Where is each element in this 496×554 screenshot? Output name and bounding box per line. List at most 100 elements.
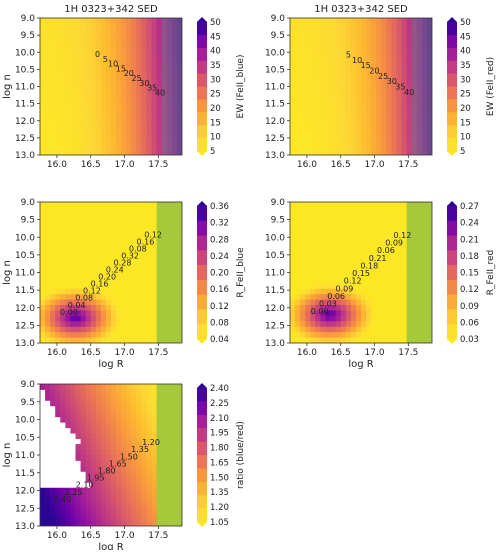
heatmap-cell <box>156 223 163 230</box>
heatmap-cell <box>40 520 46 526</box>
heatmap-cell <box>315 207 321 214</box>
heatmap-cell <box>50 250 56 257</box>
heatmap-cell <box>136 112 142 119</box>
heatmap-cell <box>70 504 76 511</box>
heatmap-cell <box>330 315 337 322</box>
heatmap-cell <box>421 91 428 98</box>
heatmap-cell <box>381 102 387 108</box>
colorbar-tick-label: 1.50 <box>210 473 229 483</box>
heatmap-cell <box>65 277 71 284</box>
heatmap-cell <box>300 283 306 290</box>
heatmap-cell <box>116 261 122 268</box>
heatmap-cell <box>60 337 66 343</box>
heatmap-cell <box>366 267 372 273</box>
heatmap-cell <box>166 49 173 56</box>
heatmap-cell <box>411 75 418 82</box>
heatmap-cell <box>136 234 142 241</box>
heatmap-cell <box>131 433 137 440</box>
heatmap-cell <box>131 70 137 77</box>
heatmap-cell <box>100 123 107 130</box>
heatmap-cell <box>50 515 56 521</box>
heatmap-cell <box>366 44 372 51</box>
heatmap-cell <box>391 218 397 225</box>
heatmap-cell <box>391 112 397 119</box>
heatmap-cell <box>411 18 418 24</box>
heatmap-cell <box>85 133 92 140</box>
heatmap-cell <box>171 107 178 114</box>
heatmap-cell <box>141 465 147 472</box>
heatmap-cell <box>350 44 357 51</box>
heatmap-cell <box>121 223 127 230</box>
heatmap-cell <box>126 54 132 61</box>
heatmap-cell <box>421 229 428 235</box>
heatmap-cell <box>295 133 301 140</box>
heatmap-cell <box>111 427 117 434</box>
colorbar: 0.030.060.090.120.150.180.210.240.27R_Fe… <box>447 201 496 345</box>
heatmap-cell <box>401 315 408 322</box>
heatmap-cell <box>136 321 142 328</box>
heatmap-cell <box>111 234 117 241</box>
heatmap-cell <box>116 44 122 51</box>
heatmap-cell <box>111 493 117 500</box>
heatmap-cell <box>146 455 152 461</box>
heatmap-cell <box>55 321 61 328</box>
heatmap-cell <box>90 39 97 45</box>
heatmap-cell <box>376 207 382 214</box>
heatmap-cell <box>396 294 402 301</box>
heatmap-cell <box>95 245 102 252</box>
heatmap-cell <box>45 277 51 284</box>
x-tick-label: 16.5 <box>81 348 101 358</box>
heatmap-cell <box>366 81 372 87</box>
heatmap-cell <box>411 65 418 72</box>
heatmap-cell <box>50 326 56 333</box>
heatmap-cell <box>345 218 352 225</box>
heatmap-cell <box>386 245 392 252</box>
heatmap-cell <box>156 389 163 396</box>
heatmap-cell <box>50 223 56 230</box>
heatmap-cell <box>290 202 296 208</box>
heatmap-cell <box>290 305 296 311</box>
contour-label: 40 <box>404 88 414 97</box>
heatmap-cell <box>126 277 132 284</box>
heatmap-cell <box>381 65 387 72</box>
heatmap-cell <box>85 49 92 56</box>
heatmap-cell <box>371 310 377 317</box>
heatmap-cell <box>371 44 377 51</box>
heatmap-cell <box>111 272 117 279</box>
heatmap-cell <box>100 326 107 333</box>
heatmap-cell <box>381 54 387 61</box>
heatmap-cell <box>421 33 428 40</box>
heatmap-cell <box>45 283 51 290</box>
heatmap-cell <box>290 294 296 301</box>
heatmap-cell <box>426 123 432 130</box>
heatmap-cell <box>151 332 158 338</box>
heatmap-cell <box>136 444 142 450</box>
heatmap-cell <box>330 86 337 93</box>
heatmap-cell <box>161 509 168 516</box>
heatmap-cell <box>111 337 117 343</box>
colorbar-tick-label: 1.80 <box>210 444 229 454</box>
colorbar-segment <box>197 73 207 87</box>
heatmap-cell <box>111 416 117 423</box>
heatmap-cell <box>80 44 87 51</box>
heatmap-cell <box>90 261 97 268</box>
heatmap-cell <box>80 39 87 45</box>
heatmap-cell <box>55 54 61 61</box>
heatmap-cell <box>146 384 152 390</box>
heatmap-cell <box>45 18 51 24</box>
heatmap-cell <box>70 218 76 225</box>
heatmap-cell <box>305 139 311 145</box>
heatmap-cell <box>166 515 173 521</box>
heatmap-cell <box>371 294 377 301</box>
heatmap-cell <box>176 411 182 418</box>
heatmap-cell <box>60 256 66 263</box>
heatmap-cell <box>176 476 182 483</box>
heatmap-cell <box>350 294 357 301</box>
heatmap-cell <box>156 332 163 338</box>
heatmap-cell <box>176 102 182 108</box>
heatmap-cell <box>65 267 71 273</box>
colorbar-tick-label: 0.15 <box>460 269 479 279</box>
heatmap-cell <box>361 102 367 108</box>
heatmap-cell <box>40 218 46 225</box>
heatmap-cell <box>335 112 342 119</box>
